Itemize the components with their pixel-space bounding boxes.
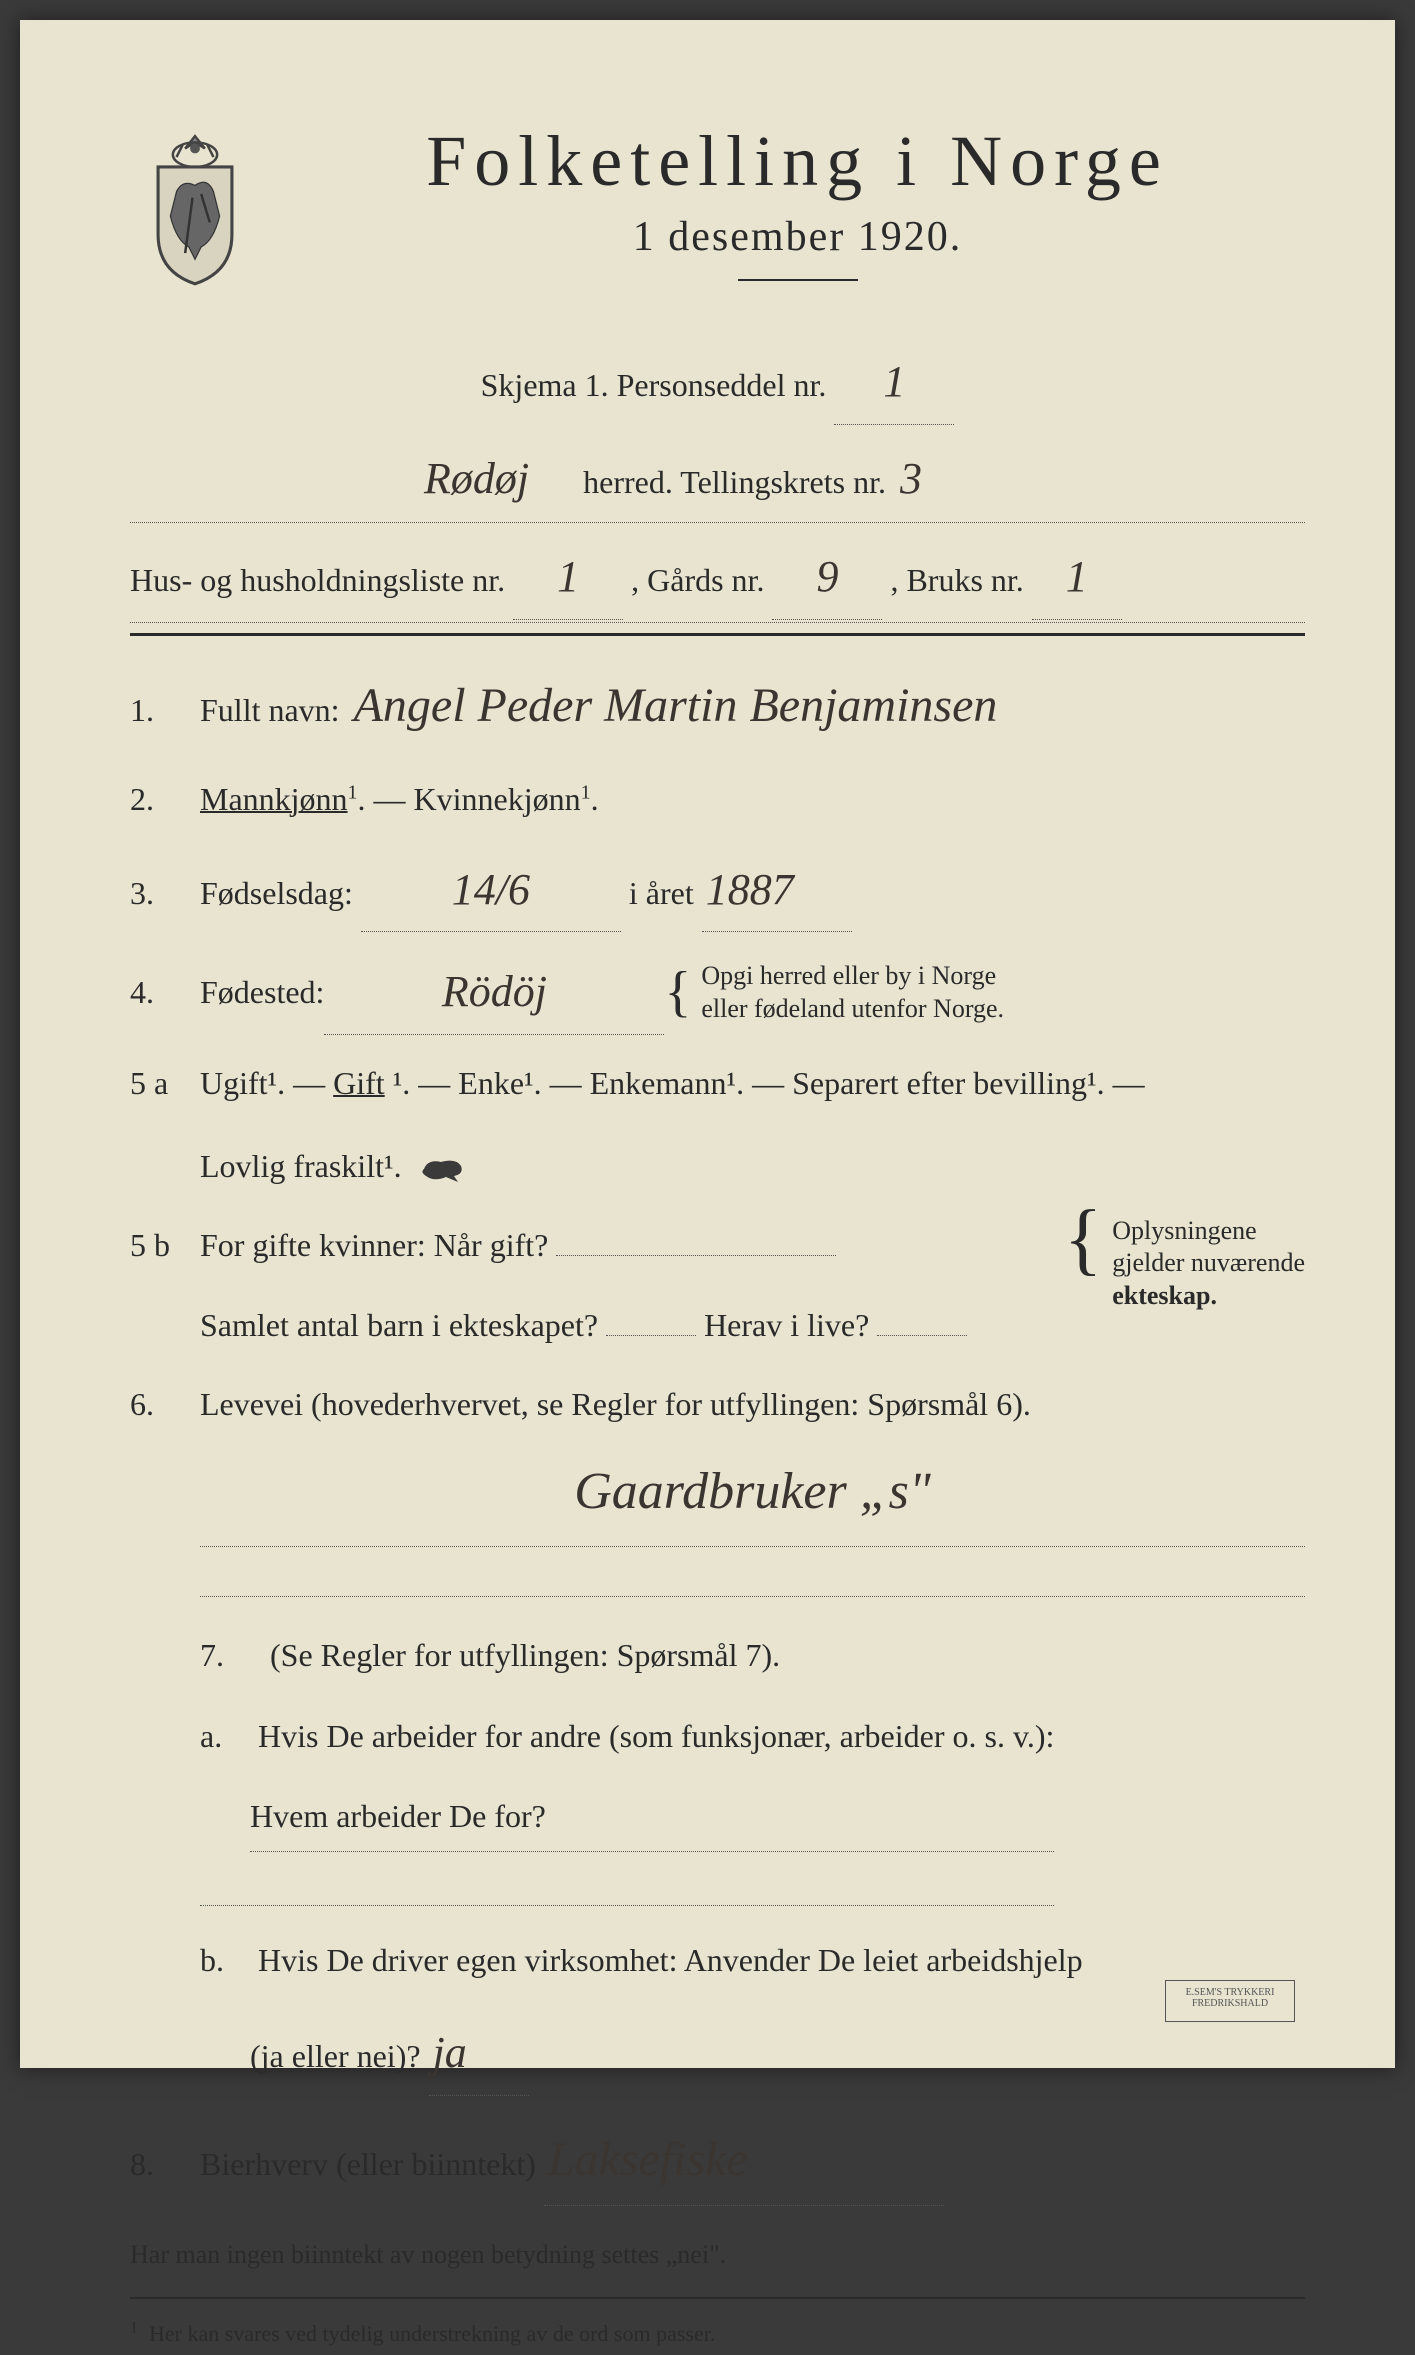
herred-label: herred. Tellingskrets nr.: [583, 464, 886, 500]
q4-value: Rödöj: [324, 950, 664, 1035]
q2-dash: . —: [358, 781, 406, 817]
footer-rule: [130, 2297, 1305, 2299]
footer-note: Har man ingen biinntekt av nogen betydni…: [130, 2230, 1305, 2279]
schema-line: Skjema 1. Personseddel nr. 1: [130, 340, 1305, 425]
q5b-num: 5 b: [130, 1215, 200, 1276]
q2: 2. Mannkjønn1. — Kvinnekjønn1.: [130, 769, 1305, 830]
q7b-letter: b.: [200, 1930, 250, 1991]
q6-num: 6.: [130, 1374, 200, 1435]
krets-value: 3: [894, 454, 928, 503]
bruks-label: , Bruks nr.: [890, 562, 1023, 598]
q7b-l2: (ja eller nei)?: [250, 2038, 421, 2074]
q1-num: 1.: [130, 680, 200, 741]
q5a-line2: Lovlig fraskilt¹.: [200, 1148, 402, 1184]
q7b-value: ja: [429, 2011, 529, 2096]
q3-year: 1887: [702, 848, 852, 933]
gards-value: 9: [772, 535, 882, 620]
q5b: 5 b For gifte kvinner: Når gift? Samlet …: [130, 1215, 1305, 1357]
printer-stamp: E.SEM'S TRYKKERIFREDRIKSHALD: [1165, 1980, 1295, 2022]
q6: 6. Levevei (hovederhvervet, se Regler fo…: [130, 1374, 1305, 1607]
ink-blot-icon: [416, 1154, 466, 1184]
gards-label: , Gårds nr.: [631, 562, 764, 598]
q7b-l1: Hvis De driver egen virksomhet: Anvender…: [258, 1942, 1083, 1978]
q4-label: Fødested:: [200, 962, 324, 1023]
subtitle: 1 desember 1920.: [290, 213, 1305, 261]
q1-value: Angel Peder Martin Benjaminsen: [348, 679, 1004, 732]
q4-num: 4.: [130, 962, 200, 1023]
herred-line: Rødøj herred. Tellingskrets nr. 3: [130, 437, 1305, 524]
q3-year-label: i året: [629, 875, 694, 911]
q1-label: Fullt navn:: [200, 692, 340, 728]
q2-mannkjonn: Mannkjønn: [200, 781, 348, 817]
coat-of-arms-icon: [130, 130, 260, 290]
blank-line: [200, 1866, 1054, 1906]
q3: 3. Fødselsdag: 14/6 i året 1887: [130, 848, 1305, 933]
q4: 4. Fødested: Rödöj { Opgi herred eller b…: [130, 950, 1305, 1035]
herred-value: Rødøj: [418, 454, 535, 503]
census-form-page: Folketelling i Norge 1 desember 1920. Sk…: [20, 20, 1395, 2068]
title-block: Folketelling i Norge 1 desember 1920.: [290, 120, 1305, 281]
q5a: 5 a Ugift¹. — Gift ¹. — Enke¹. — Enkeman…: [130, 1053, 1305, 1197]
brace-icon: {: [664, 976, 691, 1010]
q3-day: 14/6: [361, 848, 621, 933]
q7-num: 7.: [200, 1625, 270, 1686]
q7-label: (Se Regler for utfyllingen: Spørsmål 7).: [270, 1625, 780, 1686]
q5b-label: For gifte kvinner: Når gift?: [200, 1227, 548, 1263]
schema-label: Skjema 1. Personseddel nr.: [481, 367, 827, 403]
q4-note: Opgi herred eller by i Norge eller fødel…: [701, 960, 1004, 1025]
footnote: 1 Her kan svares ved tydelig understrekn…: [130, 2313, 1305, 2355]
q3-num: 3.: [130, 863, 200, 924]
q1: 1. Fullt navn: Angel Peder Martin Benjam…: [130, 660, 1305, 751]
q6-label: Levevei (hovederhvervet, se Regler for u…: [200, 1386, 1031, 1422]
q5b-line2b: Herav i live?: [704, 1307, 869, 1343]
house-line: Hus- og husholdningsliste nr. 1 , Gårds …: [130, 535, 1305, 623]
main-title: Folketelling i Norge: [290, 120, 1305, 203]
title-divider: [738, 279, 858, 281]
q3-label: Fødselsdag:: [200, 875, 353, 911]
bruks-value: 1: [1032, 535, 1122, 620]
q8: 8. Bierhverv (eller biinntekt) Laksefisk…: [130, 2114, 1305, 2206]
q8-num: 8.: [130, 2134, 200, 2195]
brace-icon: {: [1064, 1215, 1102, 1263]
q7a-l2: Hvem arbeider De for?: [250, 1798, 546, 1834]
q7a-letter: a.: [200, 1706, 250, 1767]
personseddel-nr: 1: [834, 340, 954, 425]
q6-value: Gaardbruker „s": [568, 1463, 936, 1520]
q2-num: 2.: [130, 769, 200, 830]
q5a-gift: Gift: [333, 1065, 385, 1101]
q2-kvinnekjonn: Kvinnekjønn: [414, 781, 581, 817]
form-body: Skjema 1. Personseddel nr. 1 Rødøj herre…: [130, 340, 1305, 2355]
house-label: Hus- og husholdningsliste nr.: [130, 562, 505, 598]
q5a-rest: ¹. — Enke¹. — Enkemann¹. — Separert efte…: [393, 1065, 1145, 1101]
q5b-note: Oplysningene gjelder nuværende ekteskap.: [1112, 1215, 1305, 1313]
q7a-l1: Hvis De arbeider for andre (som funksjon…: [258, 1718, 1054, 1754]
q5a-ugift: Ugift¹. —: [200, 1065, 333, 1101]
q5a-num: 5 a: [130, 1053, 200, 1114]
q8-value: Laksefiske: [544, 2114, 944, 2206]
q8-label: Bierhverv (eller biinntekt): [200, 2146, 536, 2182]
hus-value: 1: [513, 535, 623, 620]
q5b-line2a: Samlet antal barn i ekteskapet?: [200, 1307, 598, 1343]
header: Folketelling i Norge 1 desember 1920.: [130, 120, 1305, 290]
section-rule: [130, 633, 1305, 636]
q7: 7. (Se Regler for utfyllingen: Spørsmål …: [130, 1625, 1305, 2096]
blank-line: [200, 1557, 1305, 1597]
